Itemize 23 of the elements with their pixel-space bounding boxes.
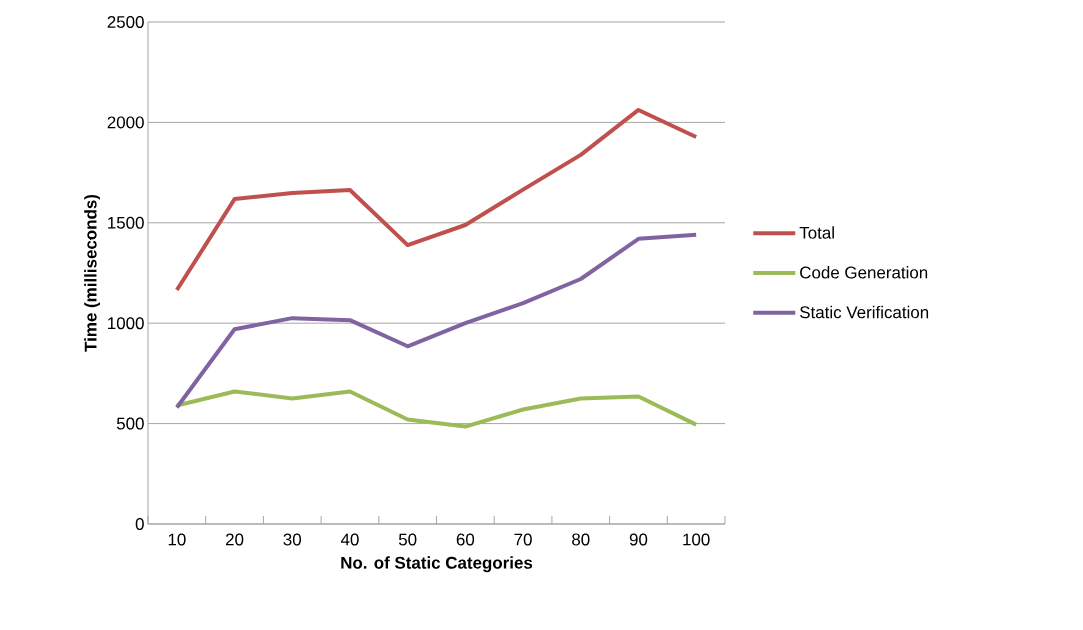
x-tick-label: 20: [226, 533, 244, 546]
x-tick-label: 40: [340, 533, 359, 546]
x-tick-label: 80: [572, 533, 590, 546]
y-tick-label: 0: [135, 517, 144, 530]
x-tick-label: 90: [629, 533, 648, 546]
x-tick-label: 70: [514, 533, 532, 546]
x-tick-label: 50: [398, 533, 417, 546]
legend-label: Total: [799, 226, 834, 239]
legend-label: Static Verification: [800, 305, 929, 319]
y-tick-label: 2000: [107, 116, 144, 129]
line-series: [174, 232, 699, 410]
x-tick-label: 30: [283, 533, 302, 546]
x-tick-label: 100: [683, 533, 710, 546]
y-tick-label: 1000: [108, 317, 144, 330]
line-series: [174, 107, 699, 293]
y-axis-title: Time (milliseconds): [84, 194, 100, 352]
y-tick-label: 500: [116, 417, 144, 430]
x-axis-title: No. of Static Categories: [341, 556, 533, 573]
x-tick-label: 10: [168, 533, 186, 546]
x-tick-label: 60: [456, 533, 475, 546]
y-tick-label: 1500: [108, 216, 144, 229]
y-tick-label: 2500: [107, 15, 144, 28]
legend-label: Code Generation: [800, 266, 928, 279]
